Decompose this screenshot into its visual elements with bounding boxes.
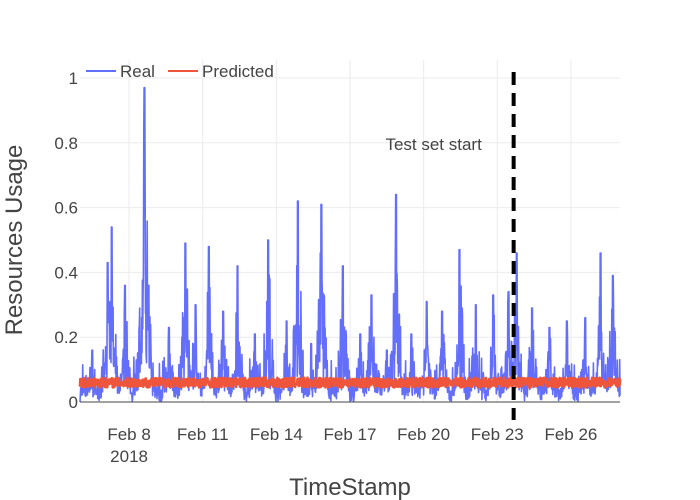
y-axis-title: Resources Usage: [1, 145, 28, 336]
y-tick-label: 0: [69, 393, 78, 412]
x-tick-label: Feb 20: [397, 425, 450, 444]
x-tick-label: Feb 11: [177, 425, 229, 444]
x-tick-label: Feb 14: [250, 425, 303, 444]
legend-item-real[interactable]: Real: [86, 62, 155, 81]
x-axis-ticks: Feb 8 2018 Feb 11 Feb 14 Feb 17 Feb 20 Feb 23 F…: [107, 425, 597, 466]
x-axis-title: TimeStamp: [289, 474, 411, 500]
y-axis-ticks: 0 0.2 0.4 0.6 0.8 1: [54, 69, 78, 412]
series-predicted-line[interactable]: [78, 376, 622, 389]
x-tick-label: Feb 26: [544, 425, 597, 444]
y-tick-label: 0.4: [54, 263, 78, 282]
y-tick-label: 1: [69, 69, 78, 88]
y-tick-label: 0.6: [54, 199, 78, 218]
y-tick-label: 0.2: [54, 328, 78, 347]
y-tick-label: 0.8: [54, 134, 78, 153]
x-tick-label: Feb 17: [324, 425, 377, 444]
legend[interactable]: Real Predicted: [86, 62, 274, 81]
legend-label-predicted: Predicted: [202, 62, 274, 81]
x-tick-label: Feb 23: [471, 425, 524, 444]
legend-item-predicted[interactable]: Predicted: [168, 62, 274, 81]
x-tick-label: Feb 8: [107, 425, 150, 444]
x-tick-sublabel: 2018: [110, 447, 148, 466]
legend-label-real: Real: [120, 62, 155, 81]
test-set-start-label: Test set start: [385, 135, 482, 154]
gridlines: [80, 60, 620, 402]
